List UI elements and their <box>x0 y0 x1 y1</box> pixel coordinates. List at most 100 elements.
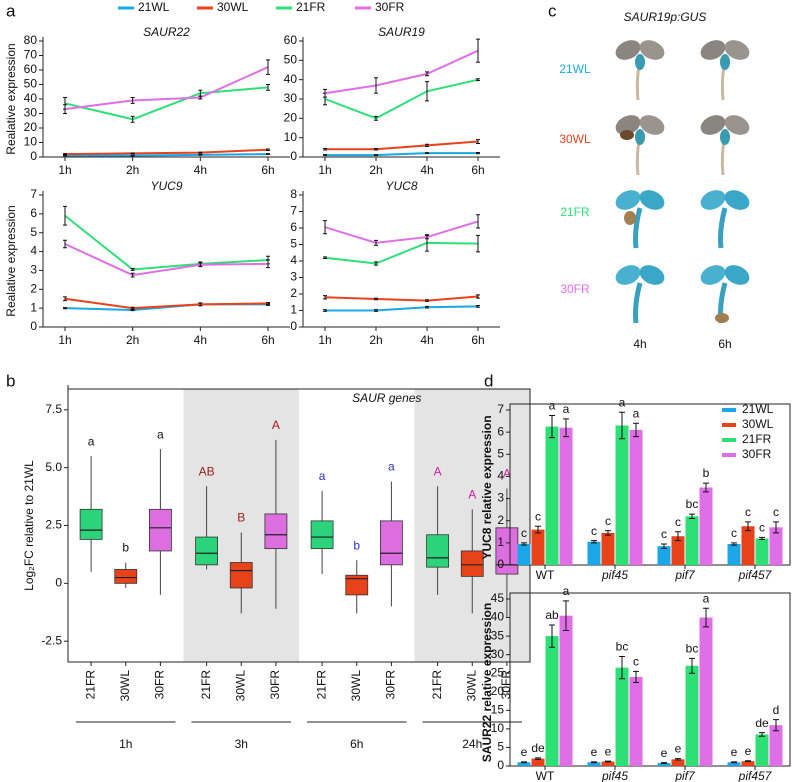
x-tick-label: pif7 <box>674 769 696 782</box>
error-bar <box>675 758 681 761</box>
legend-swatch <box>722 408 736 412</box>
significance-letter: bc <box>686 642 699 656</box>
bar <box>517 762 531 766</box>
y-tick-label: 0 <box>497 557 504 571</box>
box <box>195 536 219 566</box>
bar <box>601 532 615 565</box>
row-label: 30FR <box>560 282 590 296</box>
significance-letter: d <box>773 703 780 717</box>
error-bar <box>703 607 709 628</box>
y-tick-label: 1 <box>30 300 37 314</box>
bar <box>629 429 643 565</box>
series-line <box>324 241 479 265</box>
box <box>229 562 253 589</box>
y-tick-label: 3 <box>497 491 504 505</box>
series-line <box>64 148 269 156</box>
error-bar <box>130 115 135 123</box>
error-bar <box>374 261 378 266</box>
image-title: SAUR19p:GUS <box>624 10 707 24</box>
error-bar <box>521 542 527 546</box>
x-tick-label: 4h <box>420 333 433 347</box>
y-tick-label: 2 <box>497 513 504 527</box>
error-bar <box>130 152 135 155</box>
box <box>345 574 369 596</box>
legend-label: 21FR <box>296 0 326 14</box>
chart-title: SAUR22 <box>143 25 190 39</box>
y-tick-label: 0 <box>30 149 37 163</box>
significance-letter: a <box>619 395 626 409</box>
y-tick-label: 10 <box>284 130 298 144</box>
panel-label: d <box>484 371 493 390</box>
column-label: 4h <box>633 337 646 351</box>
x-tick-label: pif45 <box>601 568 628 582</box>
y-tick-label: 30 <box>24 106 38 120</box>
error-bar <box>619 656 625 680</box>
error-bar <box>476 38 480 63</box>
y-tick-label: 0 <box>290 319 297 333</box>
y-tick-label: 50 <box>284 53 298 67</box>
error-bar <box>563 418 569 438</box>
group-label: 3h <box>235 737 248 751</box>
y-tick-label: 60 <box>284 33 298 47</box>
x-tick-label: 4h <box>420 163 433 177</box>
y-tick-label: 5 <box>290 237 297 251</box>
y-tick-label: 6 <box>290 220 297 234</box>
significance-letter: a <box>157 427 164 441</box>
error-bar <box>425 234 429 240</box>
significance-letter: a <box>563 584 570 598</box>
significance-letter: e <box>661 746 668 760</box>
error-bar <box>63 205 67 226</box>
significance-letter: e <box>591 745 598 759</box>
error-bar <box>425 152 429 155</box>
error-bar <box>661 543 667 549</box>
significance-letter: e <box>675 742 682 756</box>
error-bar <box>323 256 327 260</box>
error-bar <box>425 299 429 302</box>
error-bar <box>63 307 67 310</box>
chart-title: SAUR genes <box>352 391 421 405</box>
box <box>148 508 172 552</box>
significance-letter: a <box>319 469 326 483</box>
error-bar <box>476 214 480 229</box>
series-line <box>324 220 479 244</box>
row-label: 21WL <box>559 62 591 76</box>
error-bar <box>689 513 695 519</box>
error-bar <box>661 762 667 764</box>
x-tick-label: 1h <box>318 333 331 347</box>
significance-letter: A <box>503 467 511 481</box>
bar <box>601 761 615 766</box>
significance-letter: c <box>731 526 737 540</box>
y-tick-label: 7.5 <box>45 402 62 416</box>
x-tick-label: 4h <box>194 333 207 347</box>
y-tick-label: 45 <box>491 591 505 605</box>
error-bar <box>619 411 625 440</box>
significance-letter: c <box>745 505 751 519</box>
y-tick-label: 1 <box>497 535 504 549</box>
box <box>426 534 450 568</box>
error-bar <box>476 139 480 144</box>
error-bar <box>773 521 779 534</box>
y-tick-label: -2.5 <box>41 633 62 647</box>
series-line <box>325 152 478 157</box>
bar <box>545 636 559 766</box>
significance-letter: c <box>591 524 597 538</box>
x-tick-label: 2h <box>126 333 139 347</box>
x-tick-label: 30WL <box>349 670 363 702</box>
error-bar <box>745 521 751 532</box>
significance-letter: b <box>122 541 129 555</box>
legend-label: 30FR <box>375 0 405 14</box>
y-axis-label: Realative expression <box>4 205 18 316</box>
x-tick-label: 30WL <box>464 670 478 702</box>
error-bar <box>549 624 555 648</box>
significance-letter: de <box>755 716 769 730</box>
significance-letter: A <box>434 464 442 478</box>
legend-swatch <box>722 453 736 457</box>
y-axis-label: YUC8 relative expression <box>480 415 494 559</box>
error-bar <box>266 153 270 156</box>
error-bar <box>266 259 270 269</box>
error-bar <box>374 239 378 246</box>
error-bar <box>198 154 203 156</box>
bar <box>685 516 699 565</box>
error-bar <box>63 239 67 249</box>
